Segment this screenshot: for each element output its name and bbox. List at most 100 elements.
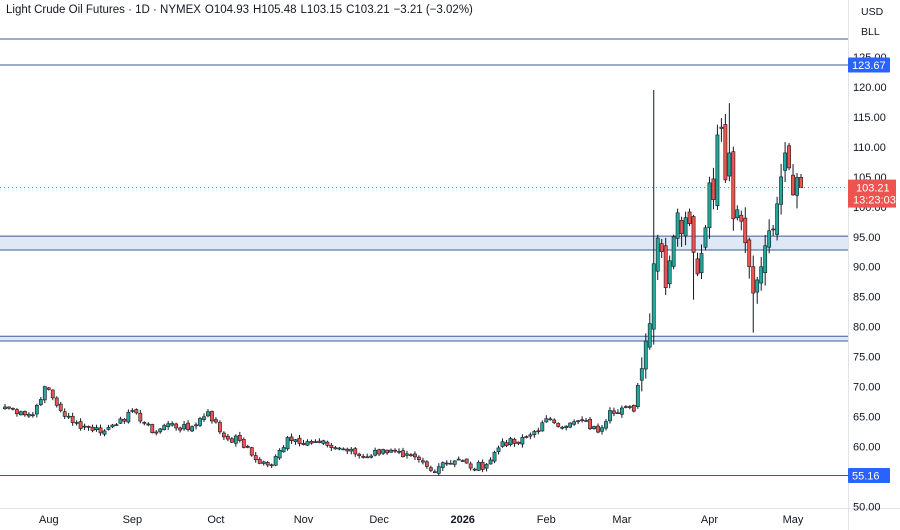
candle-up[interactable] [305,441,310,446]
candle-down[interactable] [174,423,179,429]
candle-up[interactable] [333,447,338,450]
candle-down[interactable] [787,145,791,169]
candle-down[interactable] [659,243,664,253]
candle-up[interactable] [643,340,648,370]
candle-down[interactable] [317,440,322,443]
candle-down[interactable] [751,266,756,294]
candle-up[interactable] [440,462,445,468]
candle-up[interactable] [671,236,676,267]
candle-up[interactable] [500,441,505,447]
candle-up[interactable] [448,462,453,465]
candle-up[interactable] [389,449,393,453]
candle-down[interactable] [377,449,382,455]
candle-up[interactable] [476,462,481,471]
candle-up[interactable] [572,421,577,425]
candle-up[interactable] [281,447,286,453]
candle-down[interactable] [150,424,155,434]
candle-up[interactable] [206,411,210,417]
candle-down[interactable] [22,411,27,416]
candle-down[interactable] [739,214,744,222]
candle-down[interactable] [420,460,425,463]
candle-up[interactable] [34,405,39,415]
candle-up[interactable] [182,424,187,430]
candle-down[interactable] [218,422,222,433]
candle-down[interactable] [556,423,561,427]
candle-up[interactable] [110,424,115,428]
candle-down[interactable] [142,422,147,424]
candle-up[interactable] [444,462,449,465]
candle-up[interactable] [130,410,135,412]
candle-up[interactable] [635,385,640,407]
candle-down[interactable] [552,419,557,424]
candle-down[interactable] [257,459,262,464]
candle-up[interactable] [647,323,652,348]
candle-down[interactable] [11,407,15,410]
candle-up[interactable] [26,413,31,417]
candle-up[interactable] [779,176,784,205]
candle-up[interactable] [667,260,672,285]
candle-up[interactable] [118,418,123,424]
candle-up[interactable] [369,455,374,458]
candle-up[interactable] [592,426,596,430]
candle-down[interactable] [98,427,103,434]
candle-down[interactable] [464,458,469,464]
candle-down[interactable] [524,436,529,438]
candle-up[interactable] [114,424,119,426]
candle-down[interactable] [516,441,521,444]
candle-up[interactable] [102,430,107,435]
candle-down[interactable] [309,441,314,444]
candle-up[interactable] [194,424,198,427]
candle-up[interactable] [775,203,780,235]
candle-down[interactable] [62,411,67,417]
candle-up[interactable] [405,453,409,456]
candle-down[interactable] [504,442,509,446]
candle-up[interactable] [285,437,290,450]
candle-up[interactable] [170,423,175,426]
candle-down[interactable] [687,211,692,224]
candle-down[interactable] [325,441,330,446]
candle-down[interactable] [723,124,728,181]
candle-up[interactable] [619,407,624,415]
candle-up[interactable] [381,449,386,454]
candle-up[interactable] [735,209,740,219]
candle-up[interactable] [520,437,525,445]
candle-up[interactable] [198,418,202,426]
candle-down[interactable] [791,174,795,196]
candle-down[interactable] [54,397,59,406]
candle-up[interactable] [484,464,489,469]
candle-down[interactable] [743,217,748,244]
candle-up[interactable] [600,427,604,432]
candle-down[interactable] [353,448,358,455]
candle-up[interactable] [604,421,608,429]
candle-down[interactable] [7,406,11,409]
zone-77-78-fill[interactable] [0,336,848,342]
candle-up[interactable] [783,152,787,171]
candle-down[interactable] [480,461,485,470]
candle-down[interactable] [413,453,417,458]
candle-down[interactable] [249,447,254,456]
candle-up[interactable] [74,422,79,424]
candle-down[interactable] [596,425,600,433]
candle-down[interactable] [122,418,127,422]
candle-up[interactable] [373,450,378,456]
candle-down[interactable] [771,228,776,231]
candle-down[interactable] [417,456,421,460]
candle-up[interactable] [508,438,513,446]
candle-down[interactable] [401,450,405,457]
candle-up[interactable] [293,439,298,442]
candle-up[interactable] [19,411,23,416]
candle-down[interactable] [747,239,752,268]
candle-up[interactable] [472,468,477,471]
candle-up[interactable] [528,434,533,437]
candle-up[interactable] [755,279,760,293]
candle-down[interactable] [58,403,63,411]
candle-up[interactable] [759,266,764,284]
candle-down[interactable] [329,444,334,448]
candle-up[interactable] [540,422,545,432]
candle-down[interactable] [428,467,433,471]
candle-up[interactable] [233,435,238,444]
candle-up[interactable] [3,406,7,410]
candle-up[interactable] [544,418,549,423]
candle-down[interactable] [222,432,226,438]
candle-up[interactable] [568,422,573,428]
